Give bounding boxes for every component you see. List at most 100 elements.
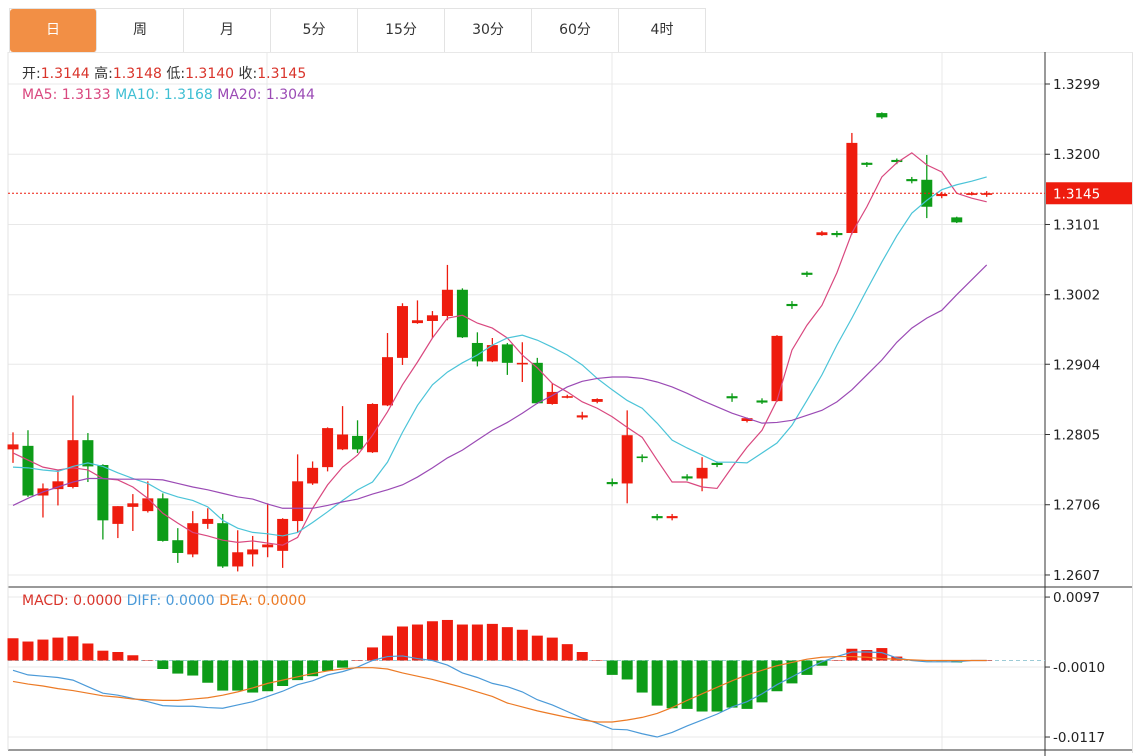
tab-month[interactable]: 月	[184, 9, 271, 52]
tab-day[interactable]: 日	[10, 9, 97, 52]
macd-bar-negative	[202, 660, 214, 683]
candle-up	[337, 434, 349, 450]
candle-up	[262, 544, 274, 548]
candle-down	[606, 482, 618, 485]
candle-up	[441, 289, 453, 317]
candle-up	[486, 345, 498, 362]
tab-30min[interactable]: 30分	[445, 9, 532, 52]
macd-bar-negative	[307, 660, 319, 677]
macd-bar-negative	[247, 660, 259, 693]
macd-bar-positive	[142, 660, 154, 661]
ma-legend: MA5: 1.3133 MA10: 1.3168 MA20: 1.3044	[22, 87, 315, 103]
candle-up	[666, 516, 678, 519]
candle-down	[172, 540, 184, 553]
ma5-line	[12, 152, 987, 546]
macd-bar-positive	[82, 643, 94, 661]
candle-down	[636, 456, 648, 459]
dea-legend-value: DEA: 0.0000	[219, 593, 307, 609]
candle-up	[232, 552, 244, 567]
candle-down	[891, 159, 903, 163]
macd-bar-positive	[97, 650, 109, 661]
candle-up	[7, 444, 19, 450]
macd-bar-positive	[456, 624, 468, 661]
macd-legend-value: MACD: 0.0000	[22, 593, 123, 609]
macd-bar-positive	[501, 627, 513, 661]
candle-up	[307, 467, 319, 484]
macd-axis-label: 0.0097	[1053, 590, 1100, 606]
macd-bar-negative	[681, 660, 693, 709]
candle-down	[82, 440, 94, 467]
macd-bar-negative	[217, 660, 229, 691]
macd-bar-negative	[292, 660, 304, 681]
macd-bar-positive	[112, 651, 124, 661]
macd-bar-negative	[262, 660, 274, 692]
period-tabs: 日 周 月 5分 15分 30分 60分 4时	[9, 8, 706, 53]
candle-up	[591, 399, 603, 402]
macd-bar-negative	[726, 660, 738, 708]
macd-bar-positive	[561, 644, 573, 661]
diff-legend-value: DIFF: 0.0000	[126, 593, 215, 609]
ma10-line	[12, 176, 987, 537]
price-axis-label: 1.2607	[1053, 568, 1100, 584]
candle-up	[936, 193, 948, 197]
macd-bar-positive	[52, 637, 64, 661]
candle-down	[22, 445, 34, 496]
high-label: 高:	[94, 66, 113, 82]
candle-down	[531, 362, 543, 404]
high-value: 1.3148	[112, 66, 162, 82]
tab-15min[interactable]: 15分	[358, 9, 445, 52]
candle-down	[157, 498, 169, 541]
macd-bar-negative	[741, 660, 753, 709]
candle-up	[411, 320, 423, 324]
candle-up	[576, 415, 588, 418]
candle-up	[516, 362, 528, 365]
macd-bar-negative	[696, 660, 708, 712]
candle-down	[217, 523, 229, 567]
macd-bar-positive	[441, 619, 453, 661]
candle-up	[846, 142, 858, 233]
candle-up	[322, 428, 334, 468]
macd-bar-positive	[426, 621, 438, 661]
macd-legend: MACD: 0.0000 DIFF: 0.0000 DEA: 0.0000	[22, 593, 306, 609]
macd-bar-negative	[621, 660, 633, 680]
candle-up	[187, 523, 199, 555]
chart-frame	[8, 52, 1133, 753]
macd-bar-negative	[157, 660, 169, 670]
macd-bar-positive	[891, 656, 903, 661]
macd-bar-positive	[846, 648, 858, 661]
macd-bar-positive	[576, 651, 588, 661]
macd-bar-positive	[37, 639, 49, 661]
macd-bar-positive	[516, 629, 528, 661]
candle-up	[202, 518, 214, 524]
ohlc-legend: 开:1.3144 高:1.3148 低:1.3140 收:1.3145	[22, 63, 306, 83]
tab-week[interactable]: 周	[97, 9, 184, 52]
tab-60min[interactable]: 60分	[532, 9, 619, 52]
candle-up	[142, 498, 154, 512]
candle-up	[127, 503, 139, 507]
candle-up	[112, 506, 124, 524]
candle-up	[816, 232, 828, 236]
price-axis-label: 1.3299	[1053, 77, 1100, 93]
macd-bar-negative	[277, 660, 289, 687]
macd-bar-negative	[711, 660, 723, 712]
candle-up	[396, 306, 408, 358]
tab-5min[interactable]: 5分	[271, 9, 358, 52]
candle-down	[801, 272, 813, 275]
candle-down	[861, 162, 873, 165]
candle-up	[771, 335, 783, 402]
macd-bar-negative	[172, 660, 184, 674]
candle-up	[696, 467, 708, 479]
macd-bar-positive	[352, 660, 364, 661]
ma20-legend: MA20: 1.3044	[217, 87, 315, 103]
macd-bar-negative	[666, 660, 678, 709]
macd-bar-positive	[546, 637, 558, 661]
macd-axis-label: -0.0117	[1053, 730, 1105, 746]
tab-4hour[interactable]: 4时	[619, 9, 706, 52]
candle-down	[352, 435, 364, 450]
low-label: 低:	[166, 66, 186, 82]
candle-down	[876, 113, 888, 118]
macd-bar-positive	[861, 650, 873, 661]
macd-bar-positive	[486, 623, 498, 661]
close-value: 1.3145	[257, 66, 307, 82]
